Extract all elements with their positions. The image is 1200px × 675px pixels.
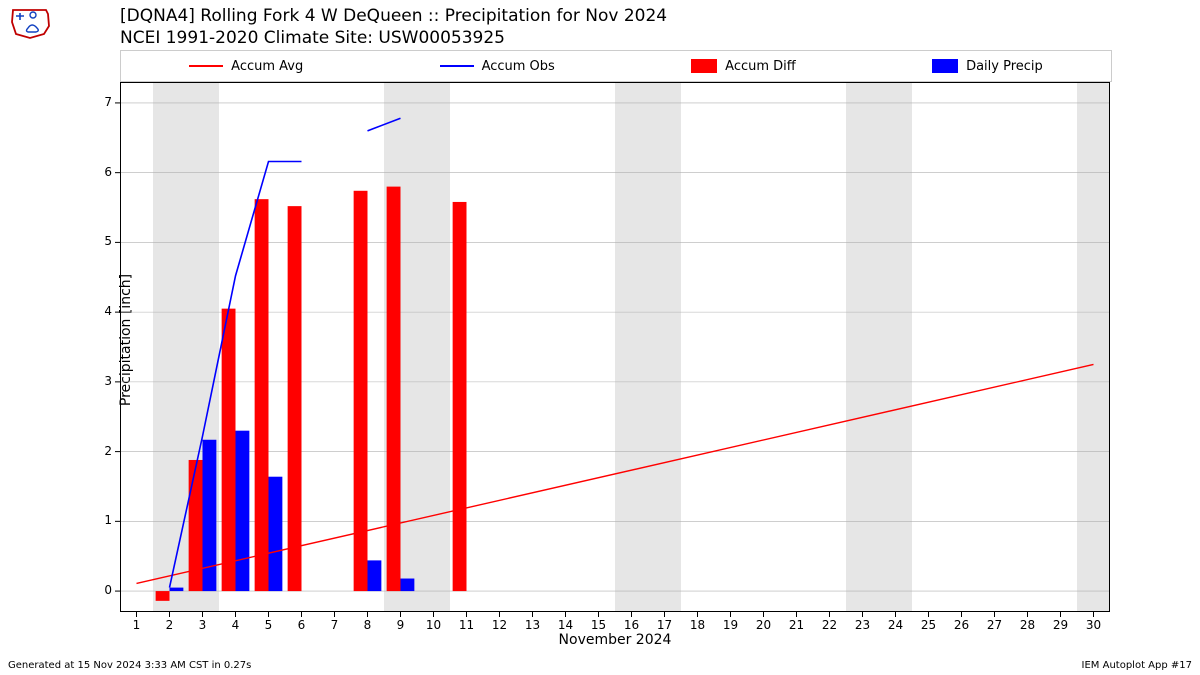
y-tick: 1: [104, 513, 112, 527]
x-tick: 20: [754, 618, 774, 632]
y-tick: 7: [104, 95, 112, 109]
x-tick: 2: [160, 618, 180, 632]
x-tick: 21: [787, 618, 807, 632]
legend-label: Accum Obs: [482, 59, 555, 74]
legend-swatch-line: [440, 65, 474, 67]
x-tick: 17: [655, 618, 675, 632]
y-tick: 0: [104, 583, 112, 597]
x-tick: 23: [853, 618, 873, 632]
footer-appid: IEM Autoplot App #17: [1082, 660, 1192, 671]
x-axis-label: November 2024: [120, 632, 1110, 648]
y-tick: 4: [104, 304, 112, 318]
legend: Accum Avg Accum Obs Accum Diff Daily Pre…: [120, 50, 1112, 82]
x-tick: 8: [358, 618, 378, 632]
legend-swatch-patch: [932, 59, 958, 73]
legend-item-accum-diff: Accum Diff: [691, 59, 796, 74]
x-tick: 10: [424, 618, 444, 632]
x-tick: 27: [985, 618, 1005, 632]
iem-logo: [6, 4, 54, 42]
legend-swatch-patch: [691, 59, 717, 73]
legend-item-accum-avg: Accum Avg: [189, 59, 303, 74]
x-tick: 5: [259, 618, 279, 632]
y-tick: 3: [104, 374, 112, 388]
x-tick: 15: [589, 618, 609, 632]
precipitation-chart: [120, 82, 1110, 612]
x-tick: 1: [127, 618, 147, 632]
chart-title-block: [DQNA4] Rolling Fork 4 W DeQueen :: Prec…: [120, 6, 667, 48]
legend-item-accum-obs: Accum Obs: [440, 59, 555, 74]
x-tick: 13: [523, 618, 543, 632]
x-tick: 28: [1018, 618, 1038, 632]
y-tick: 2: [104, 444, 112, 458]
x-tick: 14: [556, 618, 576, 632]
legend-label: Accum Avg: [231, 59, 303, 74]
x-tick: 4: [226, 618, 246, 632]
x-tick: 9: [391, 618, 411, 632]
x-tick: 22: [820, 618, 840, 632]
x-tick: 16: [622, 618, 642, 632]
chart-title-line2: NCEI 1991-2020 Climate Site: USW00053925: [120, 28, 667, 48]
legend-item-daily-precip: Daily Precip: [932, 59, 1043, 74]
x-tick: 18: [688, 618, 708, 632]
x-tick: 6: [292, 618, 312, 632]
x-tick: 19: [721, 618, 741, 632]
legend-swatch-line: [189, 65, 223, 67]
x-tick: 11: [457, 618, 477, 632]
chart-title-line1: [DQNA4] Rolling Fork 4 W DeQueen :: Prec…: [120, 6, 667, 26]
footer-generated: Generated at 15 Nov 2024 3:33 AM CST in …: [8, 660, 251, 671]
legend-label: Accum Diff: [725, 59, 796, 74]
x-tick: 12: [490, 618, 510, 632]
x-tick: 7: [325, 618, 345, 632]
legend-label: Daily Precip: [966, 59, 1043, 74]
y-tick: 5: [104, 234, 112, 248]
x-tick: 24: [886, 618, 906, 632]
y-tick: 6: [104, 165, 112, 179]
x-tick: 29: [1051, 618, 1071, 632]
x-tick: 30: [1084, 618, 1104, 632]
x-tick: 3: [193, 618, 213, 632]
x-tick: 25: [919, 618, 939, 632]
x-tick: 26: [952, 618, 972, 632]
